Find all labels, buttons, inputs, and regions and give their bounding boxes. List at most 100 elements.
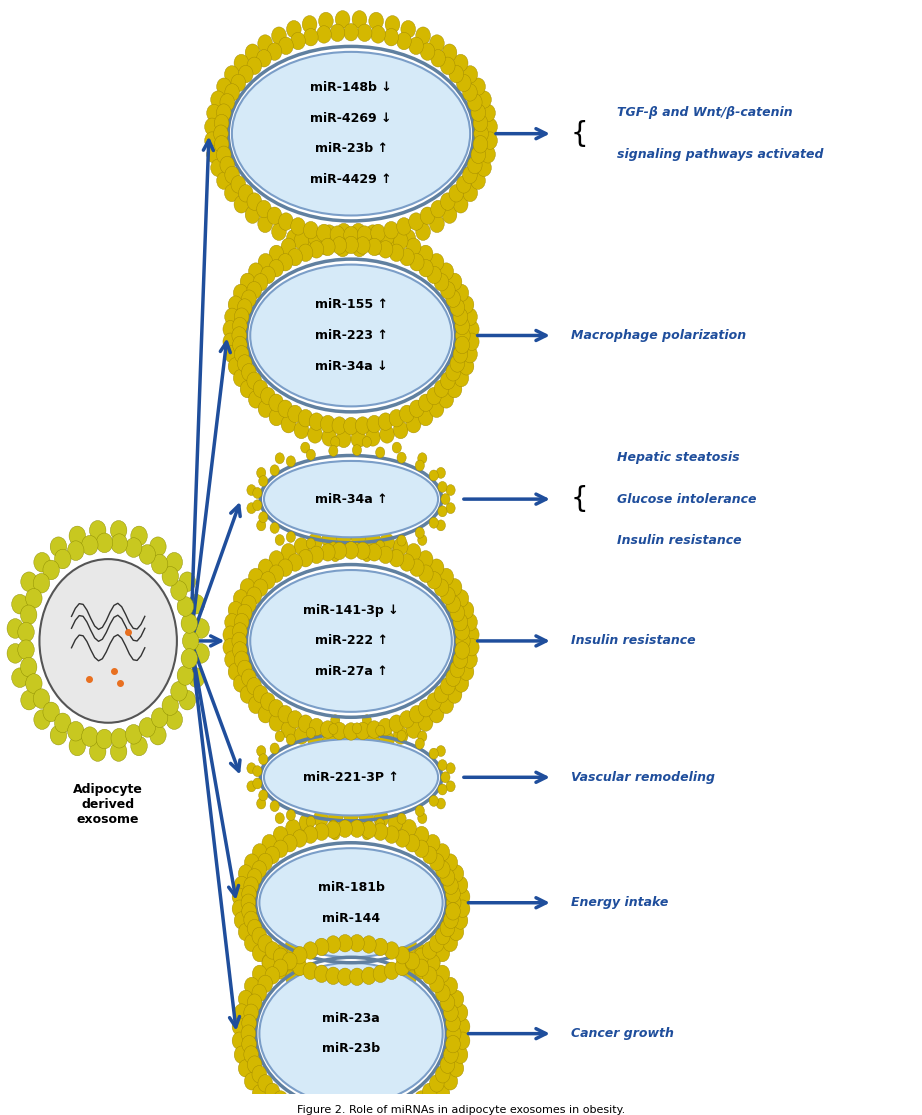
Circle shape (269, 714, 284, 731)
Circle shape (286, 1114, 301, 1115)
Circle shape (351, 223, 366, 241)
Circle shape (252, 928, 266, 944)
Circle shape (239, 66, 253, 83)
Circle shape (166, 552, 183, 572)
Circle shape (69, 526, 86, 545)
Circle shape (225, 308, 240, 326)
Circle shape (234, 651, 249, 669)
Circle shape (292, 958, 307, 976)
Circle shape (331, 551, 340, 562)
Circle shape (237, 604, 252, 622)
Ellipse shape (259, 849, 443, 958)
Circle shape (292, 1104, 307, 1115)
Circle shape (240, 273, 254, 291)
Circle shape (351, 430, 366, 447)
Circle shape (292, 830, 307, 847)
Circle shape (232, 632, 246, 650)
Circle shape (415, 805, 424, 816)
Circle shape (361, 967, 376, 985)
Circle shape (270, 465, 279, 476)
Circle shape (308, 731, 323, 748)
Circle shape (34, 710, 51, 729)
Circle shape (405, 834, 420, 852)
Circle shape (247, 920, 262, 937)
Circle shape (474, 125, 489, 143)
Circle shape (308, 426, 323, 443)
Circle shape (234, 1046, 249, 1064)
Circle shape (183, 631, 199, 651)
Circle shape (449, 990, 464, 1008)
Circle shape (217, 146, 231, 164)
Circle shape (480, 146, 495, 163)
Circle shape (440, 869, 455, 886)
Circle shape (384, 942, 399, 959)
Circle shape (336, 240, 350, 256)
Circle shape (252, 861, 266, 879)
Circle shape (392, 823, 401, 834)
Circle shape (149, 726, 166, 745)
Circle shape (439, 390, 454, 408)
Circle shape (337, 820, 352, 837)
Circle shape (446, 485, 455, 495)
Circle shape (336, 11, 350, 28)
Circle shape (351, 529, 366, 546)
Circle shape (337, 430, 351, 447)
Circle shape (367, 415, 382, 433)
Circle shape (402, 1114, 417, 1115)
Circle shape (282, 1097, 297, 1115)
Circle shape (414, 1105, 429, 1115)
Circle shape (375, 447, 384, 458)
Circle shape (392, 720, 401, 731)
Circle shape (455, 337, 469, 353)
Text: miR-181b: miR-181b (317, 881, 384, 894)
Circle shape (418, 731, 427, 741)
Circle shape (454, 195, 468, 213)
Circle shape (430, 35, 444, 52)
Circle shape (446, 1025, 461, 1043)
Circle shape (446, 595, 460, 613)
Circle shape (392, 545, 401, 556)
Ellipse shape (259, 962, 443, 1105)
Circle shape (245, 43, 260, 61)
Circle shape (414, 826, 429, 844)
Circle shape (401, 20, 416, 38)
Circle shape (359, 807, 373, 825)
Circle shape (18, 640, 34, 660)
Circle shape (483, 118, 497, 136)
Circle shape (248, 696, 263, 714)
Circle shape (443, 1004, 458, 1021)
Text: Cancer growth: Cancer growth (571, 1027, 674, 1040)
Circle shape (211, 91, 225, 108)
Circle shape (416, 223, 431, 241)
Circle shape (375, 541, 384, 551)
Circle shape (232, 900, 247, 918)
Circle shape (286, 532, 295, 542)
Circle shape (435, 1085, 450, 1102)
Ellipse shape (250, 264, 452, 406)
Circle shape (407, 416, 421, 433)
Circle shape (316, 26, 331, 43)
Circle shape (282, 953, 297, 971)
Circle shape (436, 520, 445, 531)
Circle shape (253, 778, 262, 789)
Circle shape (270, 523, 279, 533)
Circle shape (425, 953, 440, 971)
Circle shape (43, 702, 59, 721)
Circle shape (330, 226, 345, 243)
Circle shape (414, 962, 429, 979)
Circle shape (111, 728, 127, 748)
Circle shape (247, 281, 262, 299)
Circle shape (422, 846, 437, 864)
Circle shape (405, 1097, 420, 1115)
Circle shape (254, 579, 268, 597)
Circle shape (425, 954, 440, 971)
Circle shape (248, 263, 263, 280)
Circle shape (380, 731, 395, 748)
Circle shape (282, 834, 297, 852)
Circle shape (275, 813, 284, 824)
Circle shape (193, 643, 209, 663)
Circle shape (332, 417, 347, 434)
Circle shape (407, 239, 421, 255)
Circle shape (436, 746, 445, 756)
Circle shape (306, 449, 315, 460)
